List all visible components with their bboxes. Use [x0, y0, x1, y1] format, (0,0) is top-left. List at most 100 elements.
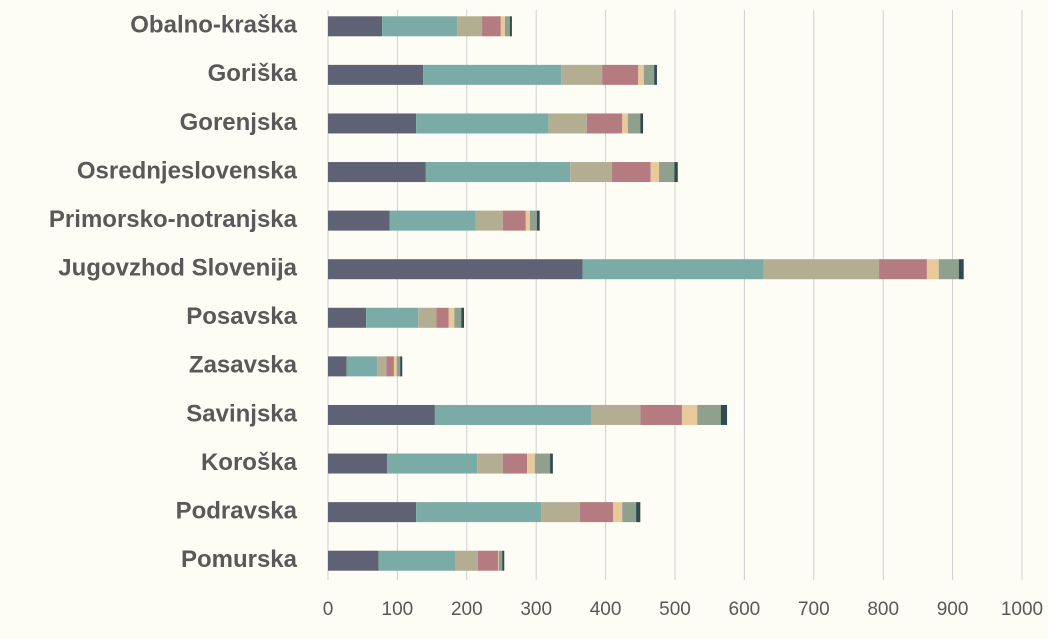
bar-segment	[423, 64, 562, 85]
x-tick-label: 900	[937, 599, 969, 620]
bar-segment	[382, 16, 458, 37]
bar-segment	[328, 259, 583, 280]
bar-segment	[674, 162, 678, 183]
bar-segment	[377, 356, 387, 377]
bar-segment	[659, 162, 675, 183]
bar-segment	[502, 453, 528, 474]
bar-segment	[525, 210, 530, 231]
bar-segment	[611, 162, 651, 183]
bar-segment	[622, 502, 637, 523]
bar-segment	[328, 453, 387, 474]
bar-segment	[400, 356, 403, 377]
bar-segment	[386, 453, 478, 474]
x-tick-label: 1000	[1001, 599, 1043, 620]
bar-segment	[393, 356, 397, 377]
bar-segment	[579, 502, 614, 523]
bar-segment	[640, 404, 682, 425]
bar-segment	[548, 113, 587, 134]
bar-segment	[561, 64, 603, 85]
bar-segment	[720, 404, 728, 425]
bar-segment	[938, 259, 959, 280]
y-tick-label: Posavska	[186, 303, 297, 330]
bar-segment	[448, 307, 455, 328]
bar-segment	[328, 162, 426, 183]
bar-segment	[602, 64, 639, 85]
y-tick-label: Gorenjska	[180, 109, 298, 136]
bar-segment	[416, 113, 549, 134]
x-tick-label: 800	[867, 599, 899, 620]
y-tick-label: Savinjska	[186, 400, 297, 427]
bar-segment	[328, 404, 435, 425]
bar-segment	[570, 162, 612, 183]
bar-segment	[627, 113, 641, 134]
y-tick-label: Zasavska	[189, 352, 298, 379]
bar-segment	[504, 16, 510, 37]
bar-segment	[396, 356, 401, 377]
bar-segment	[550, 453, 553, 474]
bar-segment	[457, 16, 483, 37]
bar-segment	[328, 502, 417, 523]
bar-segment	[582, 259, 764, 280]
y-tick-label: Goriška	[208, 60, 298, 87]
bar-segment	[328, 210, 390, 231]
x-tick-label: 500	[659, 599, 691, 620]
y-tick-label: Obalno-kraška	[130, 12, 297, 39]
bar-segment	[477, 453, 503, 474]
bar-segment	[502, 210, 526, 231]
x-tick-label: 0	[323, 599, 334, 620]
bar-segment	[498, 550, 499, 571]
bar-segment	[498, 550, 503, 571]
x-tick-label: 300	[520, 599, 552, 620]
bar-segment	[879, 259, 927, 280]
bar-segment	[328, 113, 417, 134]
bar-segment	[328, 550, 379, 571]
bar-segment	[425, 162, 571, 183]
bar-segment	[638, 64, 644, 85]
bar-segment	[613, 502, 623, 523]
bar-segment	[436, 307, 449, 328]
bar-segment	[509, 16, 512, 37]
bar-segment	[328, 64, 424, 85]
y-tick-label: Pomurska	[181, 546, 298, 573]
bar-segment	[378, 550, 456, 571]
bar-segment	[534, 453, 551, 474]
bar-segment	[386, 356, 394, 377]
y-tick-label: Osrednjeslovenska	[77, 157, 298, 184]
bar-segment	[455, 550, 478, 571]
bar-segment	[650, 162, 660, 183]
x-tick-label: 100	[382, 599, 414, 620]
bar-segment	[586, 113, 623, 134]
bar-segment	[482, 16, 501, 37]
x-tick-label: 400	[590, 599, 622, 620]
y-tick-label: Primorsko-notranjska	[49, 206, 298, 233]
bar-segment	[636, 502, 641, 523]
bar-segment	[500, 16, 505, 37]
bar-segment	[536, 210, 540, 231]
bar-segment	[434, 404, 592, 425]
bar-segment	[346, 356, 378, 377]
bar-segment	[640, 113, 644, 134]
bar-segment	[454, 307, 462, 328]
bar-segment	[461, 307, 465, 328]
bar-segment	[763, 259, 880, 280]
bar-segment	[654, 64, 657, 85]
bar-segment	[697, 404, 721, 425]
bar-segment	[328, 16, 383, 37]
bar-segment	[328, 307, 367, 328]
y-tick-label: Jugovzhod Slovenija	[58, 255, 297, 282]
y-tick-label: Koroška	[201, 449, 298, 476]
x-tick-label: 600	[729, 599, 761, 620]
y-tick-label: Podravska	[176, 497, 298, 524]
bar-segment	[958, 259, 964, 280]
bar-segment	[541, 502, 580, 523]
bar-segment	[591, 404, 641, 425]
bar-segment	[366, 307, 419, 328]
bar-segment	[475, 210, 503, 231]
bar-segment	[418, 307, 437, 328]
bar-segment	[622, 113, 628, 134]
bar-segment	[643, 64, 655, 85]
bar-segment	[529, 210, 537, 231]
bar-segment	[926, 259, 939, 280]
